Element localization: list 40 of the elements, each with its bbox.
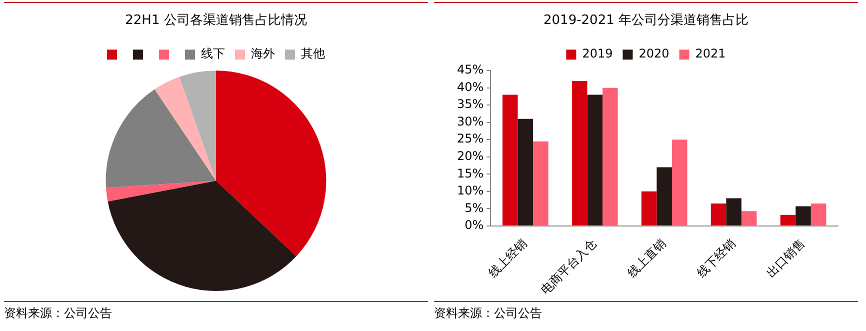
text: 资料来源：公司公告 bbox=[434, 301, 858, 322]
bar bbox=[710, 203, 726, 226]
bar bbox=[587, 94, 603, 226]
legend-label: 2019 bbox=[582, 46, 613, 61]
x-tick-label: 线下经销 bbox=[694, 236, 738, 280]
y-tick-label: 30% bbox=[457, 114, 484, 128]
y-tick-label: 20% bbox=[457, 149, 484, 164]
legend-label: 2021 bbox=[695, 46, 726, 61]
x-tick-label: 电商平台入仓 bbox=[538, 236, 600, 298]
bar bbox=[641, 191, 657, 226]
bar bbox=[533, 141, 548, 226]
bar bbox=[656, 167, 672, 226]
y-tick-label: 0% bbox=[464, 218, 484, 232]
bar bbox=[796, 206, 811, 226]
legend-label: 线下 bbox=[201, 46, 225, 61]
bar bbox=[672, 140, 688, 226]
y-tick-label: 5% bbox=[464, 200, 484, 215]
y-tick-label: 40% bbox=[457, 80, 484, 94]
y-tick-label: 35% bbox=[457, 97, 484, 112]
x-tick-label: 线上直销 bbox=[624, 236, 669, 280]
y-tick-label: 15% bbox=[457, 166, 484, 180]
bar bbox=[726, 198, 742, 226]
y-tick-label: 25% bbox=[457, 132, 484, 146]
legend-label: 其他 bbox=[301, 46, 325, 61]
bar bbox=[741, 211, 757, 226]
y-tick-label: 45% bbox=[457, 62, 484, 77]
bar bbox=[502, 94, 518, 226]
legend-label: 2020 bbox=[638, 46, 670, 61]
text: 资料来源：公司公告 bbox=[4, 301, 428, 322]
bar bbox=[602, 88, 618, 226]
chart-title: 22H1 公司各渠道销售占比情况 bbox=[125, 13, 307, 28]
x-tick-label: 线上经销 bbox=[486, 236, 530, 280]
x-tick-label: 出口销售 bbox=[764, 236, 808, 280]
chart-title: 2019-2021 年公司分渠道销售占比 bbox=[544, 13, 748, 28]
bar bbox=[780, 214, 796, 226]
bar bbox=[572, 80, 588, 226]
legend-label: 海外 bbox=[251, 46, 275, 61]
y-tick-label: 10% bbox=[457, 184, 484, 198]
bar bbox=[518, 118, 534, 226]
bar bbox=[810, 203, 826, 226]
